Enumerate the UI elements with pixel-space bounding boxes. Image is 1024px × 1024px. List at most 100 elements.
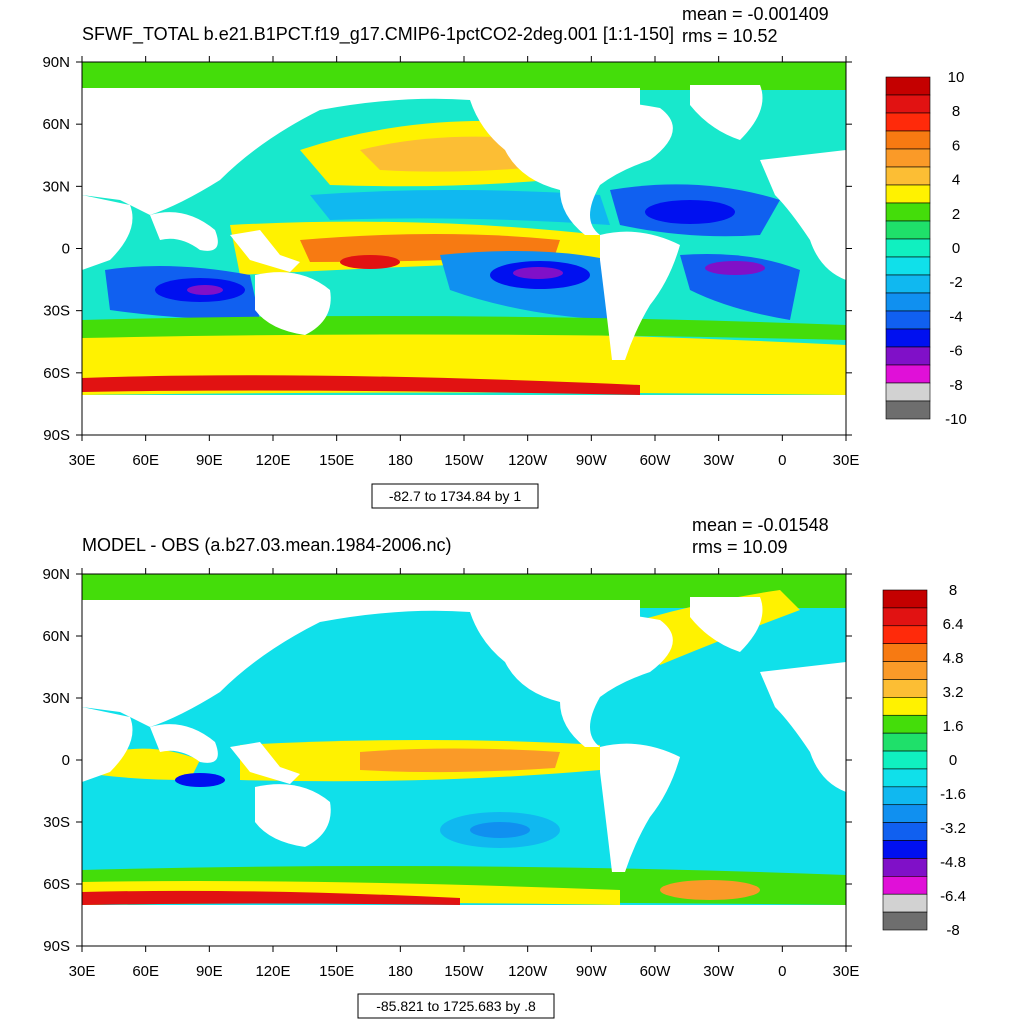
panel-title: SFWF_TOTAL b.e21.B1PCT.f19_g17.CMIP6-1pc…: [82, 24, 674, 45]
colorbar-label: -6.4: [940, 888, 966, 905]
y-tick-label: 0: [62, 752, 70, 769]
y-tick-label: 30N: [42, 178, 70, 195]
x-tick-label: 0: [778, 452, 786, 469]
land-maritime: [230, 742, 300, 784]
x-tick-label: 90W: [576, 963, 608, 980]
colorbar-label: 2: [952, 206, 960, 223]
y-tick-label: 90S: [43, 427, 70, 444]
colorbar-swatch: [882, 643, 928, 662]
colorbar-swatch: [885, 238, 931, 258]
colorbar-label: -1.6: [940, 786, 966, 803]
y-tick-label: 60N: [42, 628, 70, 645]
colorbar-swatch: [882, 768, 928, 788]
south-atlantic-min: [705, 261, 765, 275]
colorbar-label: -8: [949, 377, 962, 394]
x-tick-label: 60E: [132, 963, 159, 980]
indian-ocean-blue: [175, 773, 225, 787]
axes: 30E 60E 90E 120E 150E 180 150W 120W 90W 60W 30W 0 30…: [42, 566, 859, 980]
y-tick-label: 60S: [43, 365, 70, 382]
land-australia: [255, 272, 331, 335]
colorbar-label: 0: [949, 752, 957, 769]
x-tick-label: 30E: [833, 963, 860, 980]
colorbar-swatch: [882, 714, 928, 734]
subtrop-np: [310, 190, 610, 225]
colorbar-label: 8: [952, 103, 960, 120]
south-pacific-core: [470, 822, 530, 838]
x-tick-label: 90E: [196, 452, 223, 469]
colorbar-label: 8: [949, 582, 957, 599]
colorbar-swatch: [885, 328, 931, 348]
map-field: [82, 62, 846, 435]
antarctic-margin: [82, 375, 640, 395]
colorbar-swatch: [882, 732, 928, 752]
colorbar-swatch: [882, 876, 928, 895]
colorbar-label: 4: [952, 172, 960, 189]
land-africa: [82, 707, 133, 782]
colorbar-swatch: [882, 840, 928, 859]
x-tick-label: 60W: [640, 963, 672, 980]
colorbar-swatch: [882, 607, 928, 627]
land-europe-africa-east: [760, 662, 846, 792]
y-tick-label: 30N: [42, 690, 70, 707]
x-tick-label: 120E: [255, 963, 290, 980]
colorbar-swatch: [885, 292, 931, 312]
colorbar-swatch: [885, 364, 931, 384]
land-north-america: [470, 608, 673, 747]
land-antarctica: [82, 905, 846, 946]
colorbar: 10 8 6 4 2 0 -2 -4 -6 -8 -10: [885, 69, 967, 428]
x-tick-label: 120E: [255, 452, 290, 469]
land-india-seasia: [150, 212, 218, 251]
land-greenland: [690, 85, 763, 140]
x-tick-label: 90E: [196, 963, 223, 980]
colorbar-label: 3.2: [943, 684, 964, 701]
colorbar-label: 6.4: [943, 616, 964, 633]
colorbar-label: 1.6: [943, 718, 964, 735]
y-tick-label: 0: [62, 241, 70, 258]
colorbar-swatch: [882, 858, 928, 877]
land-antarctica: [82, 395, 846, 435]
colorbar-swatch: [882, 625, 928, 644]
atlantic-south-warm: [660, 880, 760, 900]
land-india-seasia: [150, 724, 218, 763]
indian-ocean-west: [100, 748, 200, 780]
colorbar-swatch: [882, 911, 928, 931]
colorbar-swatch: [885, 202, 931, 222]
y-tick-label: 90S: [43, 938, 70, 955]
x-tick-label: 120W: [508, 963, 548, 980]
colorbar-swatch: [885, 310, 931, 330]
y-tick-label: 60N: [42, 116, 70, 133]
y-tick-label: 30S: [43, 303, 70, 320]
colorbar-swatch: [885, 76, 931, 96]
x-tick-label: 0: [778, 963, 786, 980]
map-field: [82, 574, 846, 946]
land-eurasia: [82, 88, 640, 215]
panel-model-obs: MODEL - OBS (a.b27.03.mean.1984-2006.nc)…: [42, 515, 966, 1019]
colorbar-label: 10: [948, 69, 965, 86]
range-label-box: [371, 483, 539, 509]
land-north-america: [470, 96, 673, 235]
colorbar-swatch: [885, 148, 931, 168]
axes: 30E 60E 90E 120E 150E 180 150W 120W 90W 60W 30W 0 30…: [42, 54, 859, 469]
colorbar-swatch: [885, 346, 931, 366]
x-tick-label: 30E: [833, 452, 860, 469]
colorbar-label: -2: [949, 274, 962, 291]
range-label-box: [357, 993, 555, 1019]
x-tick-label: 150E: [319, 963, 354, 980]
colorbar-swatch: [882, 822, 928, 841]
land-south-america: [600, 231, 680, 360]
colorbar-swatch: [885, 400, 931, 420]
colorbar-swatch: [882, 893, 928, 913]
x-tick-label: 30E: [69, 452, 96, 469]
colorbar-swatch: [882, 804, 928, 823]
antarctic-margin: [82, 890, 460, 905]
x-tick-label: 30W: [703, 452, 735, 469]
range-label: -85.821 to 1725.683 by .8: [376, 998, 536, 1014]
colorbar: 8 6.4 4.8 3.2 1.6 0 -1.6 -3.2 -4.8 -6.4 -8: [882, 582, 966, 939]
x-tick-label: 30W: [703, 963, 735, 980]
x-tick-label: 180: [388, 963, 413, 980]
x-tick-label: 150W: [444, 963, 484, 980]
land-australia: [255, 784, 331, 847]
colorbar-swatch: [885, 256, 931, 276]
x-tick-label: 180: [388, 452, 413, 469]
